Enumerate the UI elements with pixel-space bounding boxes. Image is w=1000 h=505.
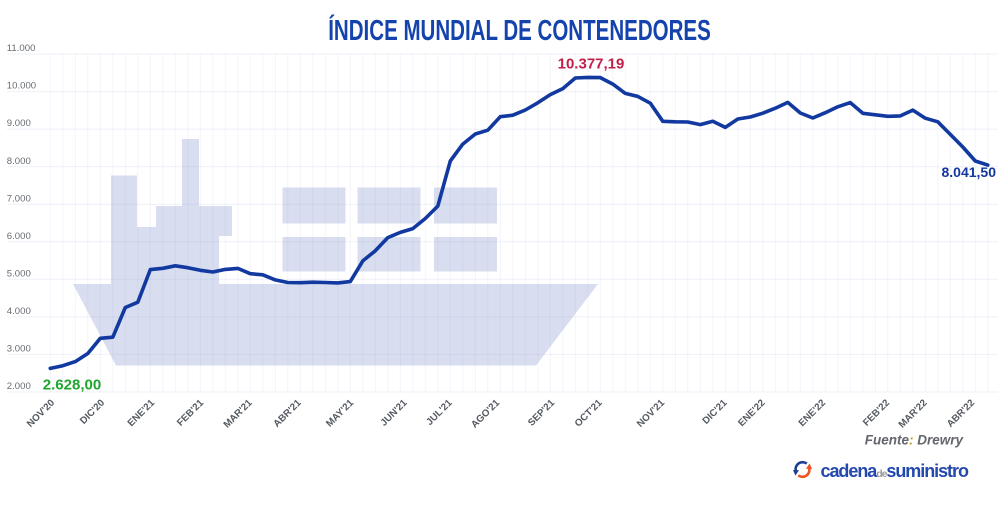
svg-text:3.000: 3.000 [7, 344, 31, 355]
svg-text:4.000: 4.000 [7, 306, 31, 317]
svg-text:2.000: 2.000 [7, 381, 31, 392]
svg-text:2.628,00: 2.628,00 [43, 377, 101, 394]
svg-text:6.000: 6.000 [7, 231, 31, 242]
svg-text:10.000: 10.000 [7, 81, 36, 92]
svg-text:cadenadesuministro: cadenadesuministro [821, 461, 969, 481]
svg-text:10.377,19: 10.377,19 [558, 56, 625, 73]
svg-text:ÍNDICE MUNDIAL DE CONTENEDORES: ÍNDICE MUNDIAL DE CONTENEDORES [328, 13, 711, 46]
svg-text:5.000: 5.000 [7, 268, 31, 279]
svg-text:9.000: 9.000 [7, 118, 31, 129]
svg-text:8.000: 8.000 [7, 156, 31, 167]
svg-text:8.041,50: 8.041,50 [942, 164, 997, 180]
svg-text:Fuente: Drewry: Fuente: Drewry [865, 433, 965, 448]
svg-text:7.000: 7.000 [7, 193, 31, 204]
svg-text:11.000: 11.000 [7, 43, 36, 54]
